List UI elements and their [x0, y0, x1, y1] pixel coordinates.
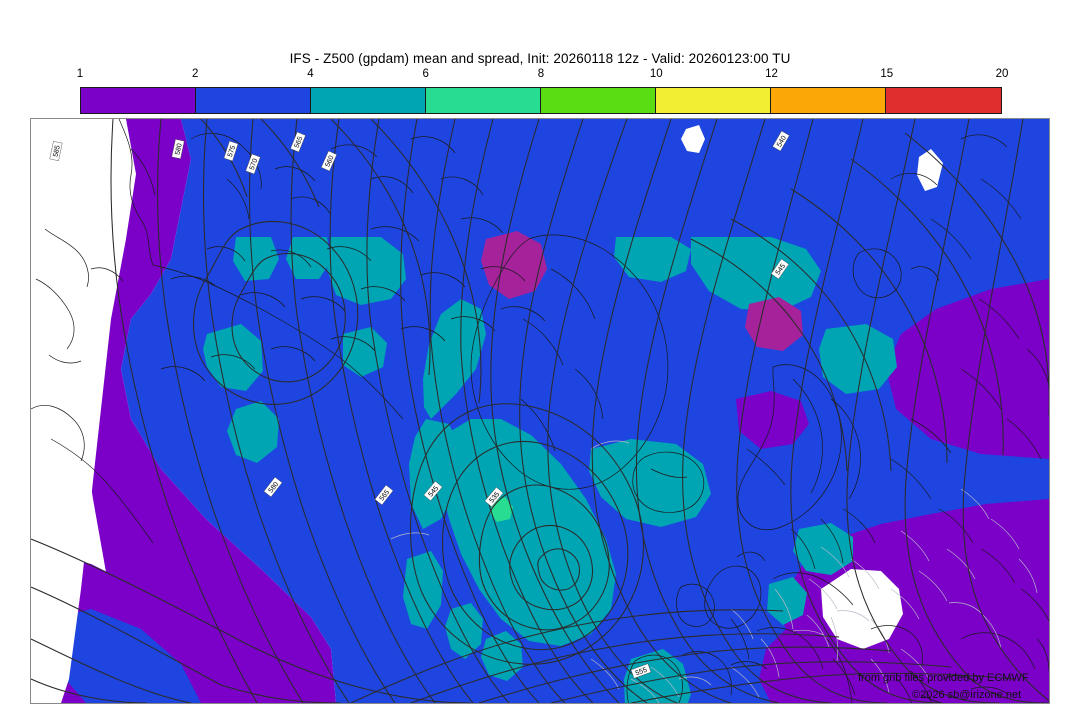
svg-text:565: 565: [294, 136, 305, 150]
svg-text:575: 575: [227, 145, 237, 158]
svg-text:580: 580: [174, 143, 183, 156]
contour-labels: 585 580 575 570: [49, 130, 790, 679]
credit-source: from grib files provided by ECMWF: [858, 672, 1029, 684]
contour-lines: [31, 119, 1049, 703]
map-panel[interactable]: 585 580 575 570: [30, 118, 1050, 704]
colorbar-band-8-10: [541, 88, 656, 113]
colorbar-tick-1: 1: [76, 68, 84, 80]
page-title: IFS - Z500 (gpdam) mean and spread, Init…: [289, 51, 791, 66]
colorbar-tick-20: 20: [995, 68, 1009, 80]
map-canvas[interactable]: 585 580 575 570: [31, 119, 1049, 703]
svg-text:570: 570: [249, 158, 260, 171]
svg-text:585: 585: [52, 145, 61, 158]
spread-fill-magenta-patch: [481, 231, 803, 351]
credit-copyright: ©2026 sb@irizone.net: [912, 689, 1022, 701]
colorbar-band-2-4: [196, 88, 311, 113]
colorbar-tick-12: 12: [765, 68, 778, 80]
colorbar-legend: 1 2 4 6 8 10 12 15 20: [76, 68, 1009, 114]
colorbar-band-1-2: [81, 88, 196, 113]
colorbar-bands: [80, 87, 1002, 114]
colorbar-tick-8: 8: [537, 68, 545, 80]
svg-text:560: 560: [324, 155, 335, 169]
svg-text:555: 555: [635, 667, 648, 678]
svg-text:540: 540: [776, 135, 788, 149]
colorbar-tick-10: 10: [649, 68, 663, 80]
colorbar-tick-4: 4: [307, 68, 314, 80]
colorbar-tick-15: 15: [880, 68, 894, 80]
colorbar-tick-labels: 1 2 4 6 8 10 12 15 20: [76, 68, 1009, 86]
colorbar-band-4-6: [311, 88, 426, 113]
colorbar-band-6-8: [426, 88, 541, 113]
masked-area: [31, 119, 943, 703]
colorbar-band-12-15: [771, 88, 886, 113]
colorbar-band-10-12: [656, 88, 771, 113]
political-borders: [390, 440, 1038, 703]
colorbar-band-15-20: [886, 88, 1001, 113]
colorbar-tick-6: 6: [422, 68, 429, 80]
colorbar-tick-2: 2: [192, 68, 199, 80]
